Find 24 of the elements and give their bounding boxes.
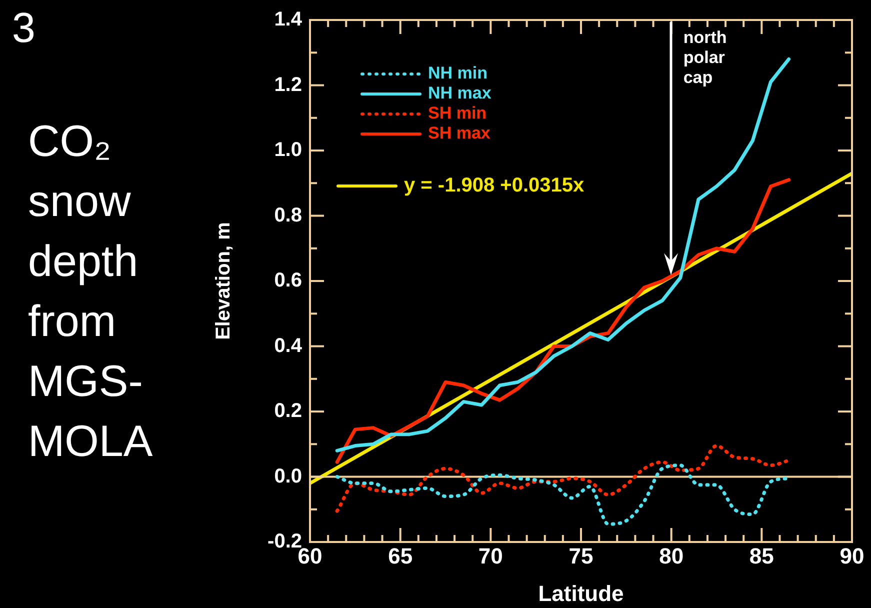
y-tick-label: 0.0 [274,465,302,488]
x-tick-label: 90 [840,543,864,568]
y-tick-label: 1.2 [274,74,302,96]
text: 3 [12,4,36,52]
legend-label: NH max [428,84,492,103]
legend-label: SH max [428,124,491,143]
y-tick-label: 0.8 [274,204,302,226]
x-tick-label: 85 [749,543,774,568]
y-tick-label: 0.2 [274,400,302,422]
ref-line-label: north polar cap [683,28,727,88]
y-tick-label: 1.4 [274,8,303,31]
y-axis-title: Elevation, m [212,222,235,340]
legend-label: SH min [428,104,487,123]
legend-label: NH min [428,64,488,83]
y-tick-label: 0.4 [274,334,303,357]
y-tick-label: 0.6 [274,270,302,292]
legend-label: y = -1.908 +0.0315x [404,174,584,197]
x-tick-label: 75 [568,543,594,568]
x-tick-label: 65 [388,543,413,568]
x-axis-title: Latitude [538,580,624,606]
x-tick-label: 80 [659,543,684,568]
x-tick-label: 70 [478,543,503,568]
y-tick-label: 1.0 [274,139,302,162]
text: CO₂ snow depth from MGS-MOLA [28,116,154,468]
